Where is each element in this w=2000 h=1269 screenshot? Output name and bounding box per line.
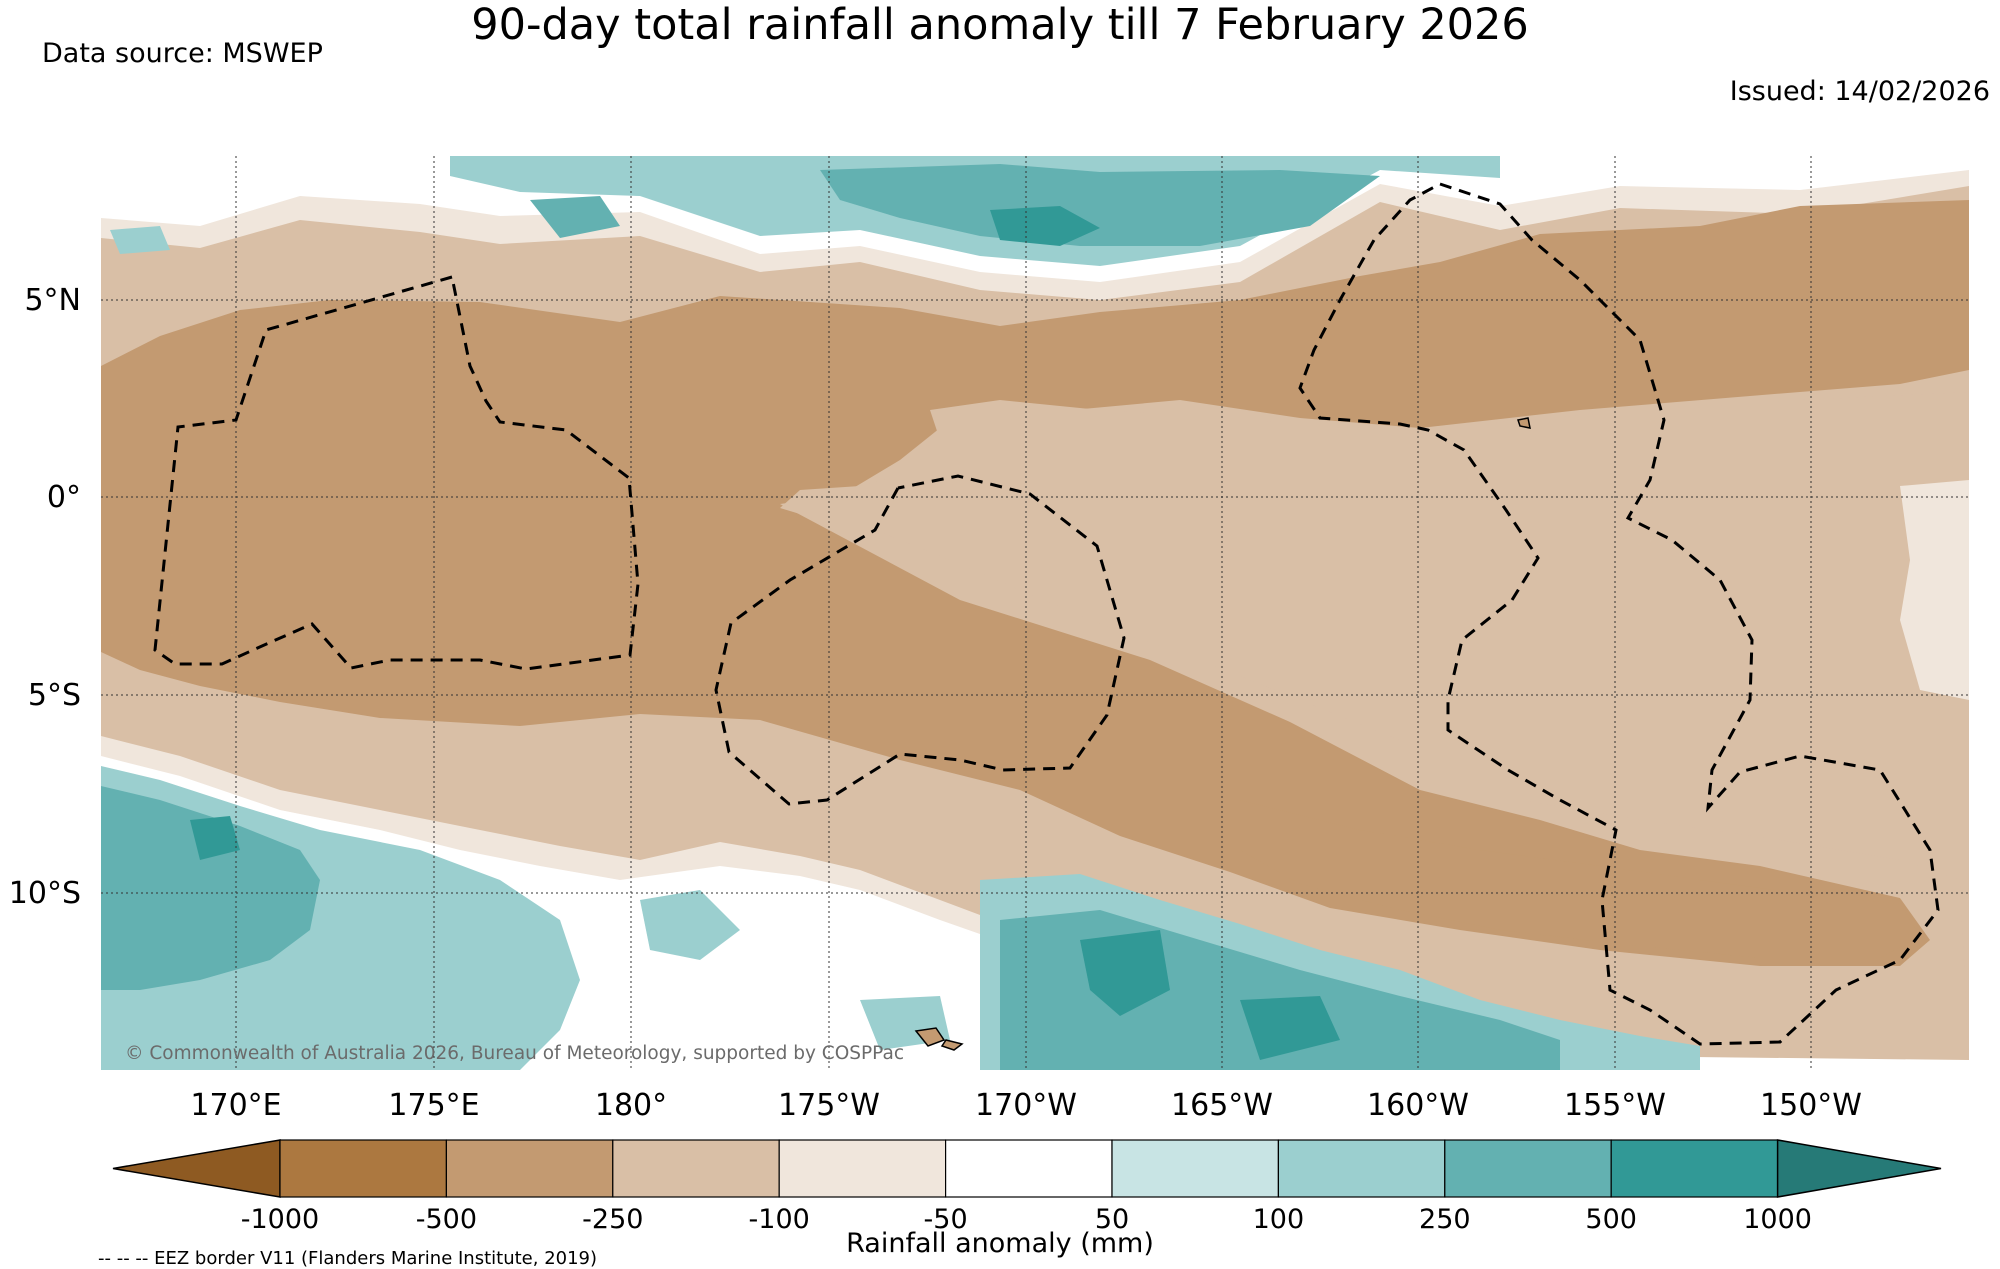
colorbar	[112, 1139, 1942, 1198]
colorbar-tick-label: 250	[1419, 1204, 1471, 1235]
north-west-wet-patch	[110, 226, 170, 254]
eez-legend-note: -- -- -- EEZ border V11 (Flanders Marine…	[98, 1248, 598, 1269]
colorbar-label: Rainfall anomaly (mm)	[846, 1228, 1154, 1259]
issued-date-label: Issued: 14/02/2026	[1729, 76, 1990, 107]
east-pale-patch	[1900, 480, 1969, 700]
colorbar-segment	[1610, 1139, 1779, 1198]
colorbar-tick-label: 1000	[1743, 1204, 1812, 1235]
colorbar-tick-label: 500	[1585, 1204, 1637, 1235]
north-wet-patch	[530, 196, 620, 238]
data-source-label: Data source: MSWEP	[42, 38, 323, 69]
copyright-notice: © Commonwealth of Australia 2026, Bureau…	[125, 1043, 905, 1064]
eez-borders	[153, 182, 1940, 1046]
colorbar-tick-label: -100	[749, 1204, 810, 1235]
colorbar-tick-label: -50	[924, 1204, 968, 1235]
lat-label-10s: 10°S	[9, 876, 81, 911]
lon-label-165w: 165°W	[1171, 1088, 1273, 1123]
north-extreme-wet-zone	[990, 206, 1100, 246]
south-west-very-wet-zone	[101, 786, 320, 990]
lon-label-170w: 170°W	[975, 1088, 1077, 1123]
map-plot-area	[101, 156, 1969, 1070]
north-very-wet-zone	[820, 164, 1380, 246]
lon-label-175e: 175°E	[388, 1088, 479, 1123]
colorbar-tick-label: 50	[1095, 1204, 1129, 1235]
colorbar-segment	[944, 1139, 1113, 1198]
lat-label-equator: 0°	[47, 480, 81, 515]
colorbar-arrow-high	[1776, 1139, 1942, 1198]
colorbar-tick-label: 100	[1253, 1204, 1305, 1235]
south-wet-patch	[640, 890, 740, 960]
colorbar-segment	[1444, 1139, 1612, 1198]
colorbar-tick-label: -500	[416, 1204, 477, 1235]
east-moderate-dry-region	[780, 392, 1969, 1070]
lat-label-5n: 5°N	[24, 283, 81, 318]
colorbar-segment	[778, 1139, 947, 1198]
lon-label-180: 180°	[595, 1088, 667, 1123]
central-dry-region	[101, 200, 1969, 966]
south-east-dry-band	[1240, 800, 1920, 958]
colorbar-segment	[445, 1139, 614, 1198]
lon-label-160w: 160°W	[1367, 1088, 1469, 1123]
lon-label-150w: 150°W	[1760, 1088, 1862, 1123]
south-west-extreme-wet-patch	[190, 816, 240, 860]
map-title: 90-day total rainfall anomaly till 7 Feb…	[471, 0, 1529, 50]
colorbar-segment	[1277, 1139, 1446, 1198]
lat-label-5s: 5°S	[28, 678, 81, 713]
lon-label-170e: 170°E	[190, 1088, 281, 1123]
graticule	[101, 156, 1969, 1070]
islands	[914, 417, 1531, 1051]
lon-label-155w: 155°W	[1564, 1088, 1666, 1123]
colorbar-arrow-low	[112, 1139, 281, 1198]
lon-label-175w: 175°W	[778, 1088, 880, 1123]
colorbar-ticks: -1000 -500 -250 -100 -50 50 100 250 500 1000	[241, 1204, 1812, 1235]
colorbar-segment	[612, 1139, 780, 1198]
south-central-extreme-wet-patch	[1080, 930, 1340, 1060]
colorbar-segment	[279, 1139, 447, 1198]
colorbar-tick-label: -1000	[241, 1204, 319, 1235]
colorbar-tick-label: -250	[582, 1204, 643, 1235]
colorbar-segment	[1111, 1139, 1279, 1198]
